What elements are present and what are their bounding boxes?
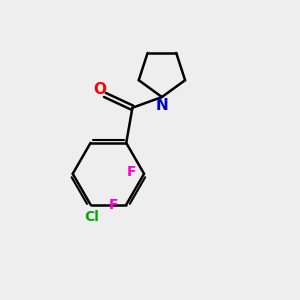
Text: N: N: [155, 98, 168, 113]
Text: F: F: [109, 198, 118, 212]
Text: O: O: [93, 82, 106, 97]
Text: Cl: Cl: [85, 210, 100, 224]
Text: F: F: [127, 165, 136, 179]
